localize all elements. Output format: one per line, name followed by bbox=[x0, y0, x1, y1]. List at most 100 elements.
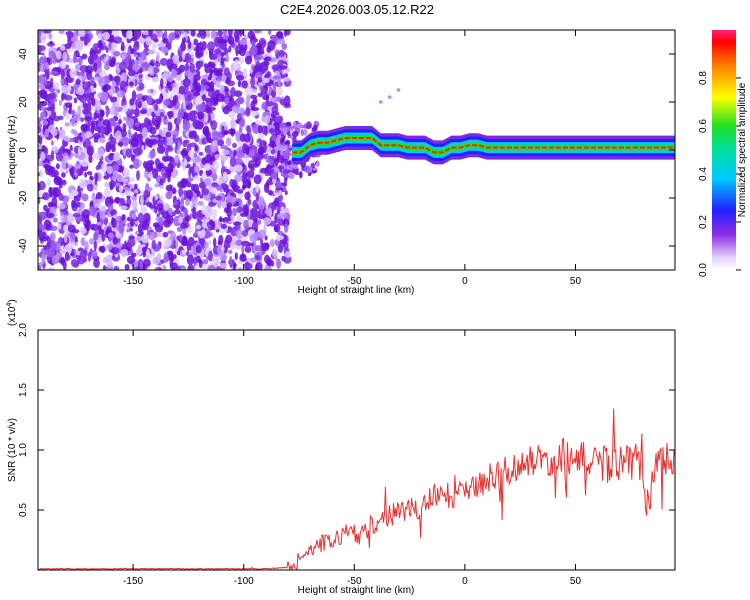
heatmap-noise-cell bbox=[244, 55, 253, 65]
heatmap-noise-cell bbox=[255, 192, 260, 202]
heatmap-y-axis-label: Frequency (Hz) bbox=[7, 116, 18, 185]
heatmap-noise-cell bbox=[70, 232, 76, 240]
heatmap-noise-cell bbox=[198, 103, 206, 112]
heatmap-stray-point bbox=[396, 88, 401, 92]
heatmap-noise-cell bbox=[65, 31, 72, 36]
snr-y-tick-label: 2.0 bbox=[18, 323, 29, 337]
heatmap-transition-cell bbox=[287, 160, 292, 166]
heatmap-noise-cell bbox=[126, 228, 130, 233]
heatmap-noise-cell bbox=[210, 30, 217, 39]
heatmap-noise-cell bbox=[244, 86, 254, 96]
snr-x-tick-label: -150 bbox=[123, 576, 143, 587]
heatmap-noise-cell bbox=[70, 116, 76, 126]
heatmap-transition-cell bbox=[270, 172, 278, 180]
heatmap-noise-cell bbox=[211, 131, 219, 142]
heatmap-noise-cell bbox=[240, 133, 246, 140]
heatmap-noise-cell bbox=[151, 168, 159, 179]
heatmap-noise-cell bbox=[116, 89, 125, 98]
snr-x-tick-label: -50 bbox=[347, 576, 362, 587]
heatmap-noise-cell bbox=[110, 247, 120, 255]
heatmap-noise-cell bbox=[234, 164, 243, 172]
heatmap-noise-cell bbox=[188, 150, 195, 158]
heatmap-noise-cell bbox=[49, 232, 56, 241]
heatmap-noise-cell bbox=[106, 261, 114, 268]
heatmap-noise-cell bbox=[141, 127, 148, 139]
heatmap-noise-cell bbox=[121, 214, 126, 222]
heatmap-noise-cell bbox=[103, 175, 110, 180]
heatmap-noise-cell bbox=[249, 68, 253, 74]
heatmap-noise-cell bbox=[162, 231, 169, 238]
heatmap-noise-cell bbox=[91, 97, 96, 107]
snr-y-tick-label: 1.0 bbox=[18, 443, 29, 457]
heatmap-noise-cell bbox=[253, 174, 262, 185]
heatmap-noise-cell bbox=[109, 182, 114, 191]
heatmap-noise-cell bbox=[150, 88, 154, 94]
heatmap-noise-cell bbox=[63, 155, 70, 162]
heatmap-noise-cell bbox=[49, 206, 57, 214]
heatmap-noise-cell bbox=[253, 111, 260, 116]
heatmap-noise-cell bbox=[276, 258, 282, 269]
heatmap-noise-cell bbox=[231, 179, 237, 191]
heatmap-noise-cell bbox=[61, 172, 66, 178]
heatmap-x-tick-label: -50 bbox=[347, 276, 362, 287]
heatmap-noise-cell bbox=[281, 255, 286, 262]
heatmap-transition-cell bbox=[268, 158, 274, 166]
heatmap-noise-cell bbox=[69, 251, 75, 257]
heatmap-noise-cell bbox=[241, 244, 245, 254]
snr-series-line bbox=[38, 408, 675, 570]
heatmap-noise-cell bbox=[267, 40, 276, 51]
heatmap-noise-cell bbox=[88, 205, 96, 217]
heatmap-noise-cell bbox=[226, 202, 233, 209]
heatmap-noise-cell bbox=[193, 175, 199, 181]
heatmap-transition-cell bbox=[315, 160, 320, 168]
heatmap-noise-cell bbox=[145, 35, 152, 46]
heatmap-noise-cell bbox=[251, 41, 256, 46]
heatmap-noise-cell bbox=[244, 35, 249, 41]
heatmap-noise-cell bbox=[39, 169, 44, 178]
heatmap-noise-cell bbox=[168, 32, 176, 41]
heatmap-noise-cell bbox=[109, 59, 116, 68]
heatmap-noise-cell bbox=[112, 164, 120, 170]
heatmap-noise-cell bbox=[47, 267, 55, 270]
heatmap-noise-cell bbox=[182, 140, 188, 148]
heatmap-noise-cell bbox=[167, 110, 174, 118]
heatmap-transition-cell bbox=[282, 145, 288, 150]
heatmap-noise-cell bbox=[201, 259, 209, 265]
heatmap-noise-cell bbox=[76, 160, 80, 166]
heatmap-noise-cell bbox=[195, 244, 202, 254]
heatmap-noise-cell bbox=[226, 102, 235, 108]
heatmap-noise-cell bbox=[157, 139, 164, 148]
heatmap-noise-cell bbox=[210, 120, 218, 131]
heatmap-noise-cell bbox=[38, 160, 44, 167]
heatmap-noise-cell bbox=[56, 89, 61, 94]
heatmap-noise-cell bbox=[149, 150, 156, 159]
heatmap-y-tick-label: 40 bbox=[18, 48, 29, 60]
heatmap-noise-cell bbox=[211, 54, 216, 60]
heatmap-noise-cell bbox=[98, 40, 103, 50]
heatmap-noise-cell bbox=[59, 248, 68, 254]
heatmap-noise-cell bbox=[146, 201, 153, 207]
heatmap-noise-cell bbox=[82, 81, 91, 91]
heatmap-noise-cell bbox=[183, 158, 188, 167]
heatmap-noise-cell bbox=[201, 187, 210, 196]
heatmap-noise-cell bbox=[55, 50, 62, 60]
heatmap-noise-cell bbox=[236, 112, 242, 122]
heatmap-noise-cell bbox=[63, 224, 67, 232]
heatmap-ridge-band bbox=[292, 135, 675, 156]
heatmap-noise-cell bbox=[114, 182, 121, 187]
heatmap-noise-cell bbox=[180, 41, 186, 52]
heatmap-noise-cell bbox=[109, 139, 117, 146]
heatmap-noise-cell bbox=[140, 195, 144, 206]
heatmap-noise-cell bbox=[140, 234, 150, 244]
heatmap-noise-cell bbox=[248, 187, 253, 194]
heatmap-noise-cell bbox=[50, 140, 54, 146]
heatmap-noise-cell bbox=[77, 146, 81, 156]
heatmap-noise-cell bbox=[269, 238, 275, 248]
heatmap-noise-cell bbox=[99, 70, 107, 79]
heatmap-noise-cell bbox=[173, 209, 181, 215]
heatmap-transition-cell bbox=[300, 128, 305, 136]
heatmap-noise-cell bbox=[147, 173, 153, 178]
heatmap-noise-cell bbox=[133, 42, 140, 51]
heatmap-noise-cell bbox=[72, 42, 76, 49]
heatmap-noise-cell bbox=[64, 94, 73, 101]
